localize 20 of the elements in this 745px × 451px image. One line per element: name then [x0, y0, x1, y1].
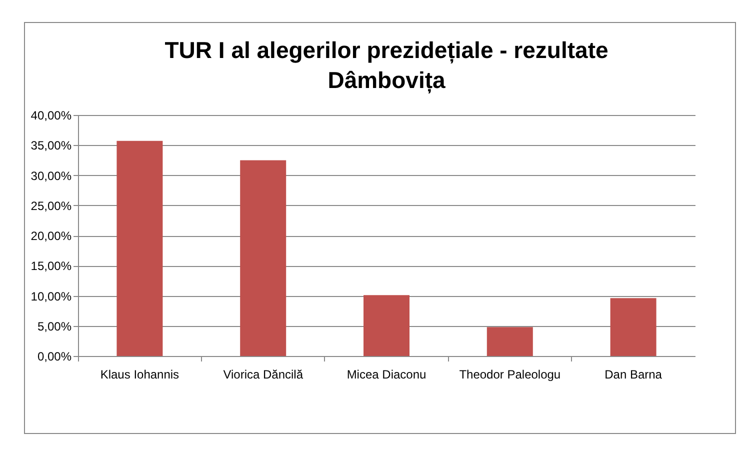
y-tick-label: 0,00% — [37, 350, 72, 364]
x-tick-label: Theodor Paleologu — [459, 368, 561, 382]
y-tick-label: 15,00% — [30, 259, 72, 274]
y-tick-label: 30,00% — [30, 168, 72, 183]
y-tick-label: 25,00% — [30, 198, 72, 213]
y-tick-label: 35,00% — [30, 138, 72, 153]
x-tick-label: Dan Barna — [604, 368, 662, 382]
x-tick-label: Klaus Iohannis — [100, 368, 180, 382]
bar — [116, 140, 163, 356]
x-tick-label: Micea Diaconu — [346, 368, 426, 382]
bar — [486, 327, 533, 356]
y-tick-label: 5,00% — [37, 319, 72, 334]
y-tick-label: 40,00% — [30, 108, 72, 122]
bar — [364, 295, 410, 356]
y-tick-label: 20,00% — [30, 229, 72, 243]
chart-title: TUR I al alegerilor prezidețiale - rezultate Dâmbovița — [164, 37, 608, 94]
bar — [610, 298, 656, 356]
bar — [240, 160, 286, 356]
x-tick-label: Viorica Dăncilă — [223, 368, 304, 382]
y-tick-label: 10,00% — [30, 289, 72, 304]
